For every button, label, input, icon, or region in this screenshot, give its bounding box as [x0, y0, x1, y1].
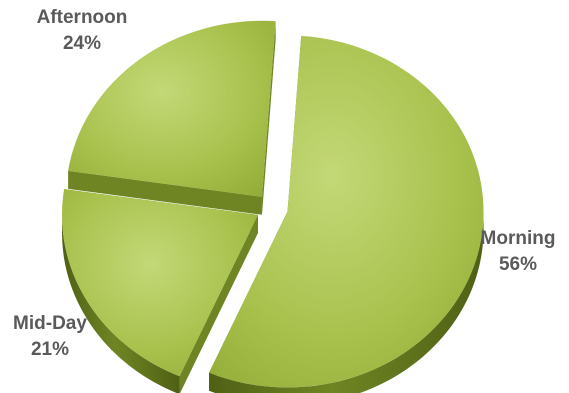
slice-afternoon [68, 20, 276, 197]
slice-edge-afternoon-1 [261, 21, 276, 215]
slice-edge-afternoon-0 [68, 170, 262, 215]
slice-side-morning [209, 211, 484, 393]
slice-mid-day [62, 189, 259, 377]
slice-label-afternoon-value: 24% [62, 33, 102, 54]
slice-label-afternoon: Afternoon 24% [24, 5, 140, 57]
slice-label-morning-name: Morning [480, 228, 556, 249]
slice-label-morning: Morning 56% [470, 226, 566, 278]
slice-morning [209, 35, 484, 388]
slice-label-afternoon-name: Afternoon [36, 7, 128, 28]
slice-edge-mid-day-0 [179, 214, 259, 393]
slice-label-morning-value: 56% [498, 254, 538, 275]
slice-label-mid-day-name: Mid-Day [13, 313, 87, 334]
slice-side-mid-day [62, 214, 180, 393]
slice-label-mid-day-value: 21% [30, 339, 70, 360]
slice-label-mid-day: Mid-Day 21% [2, 311, 98, 363]
